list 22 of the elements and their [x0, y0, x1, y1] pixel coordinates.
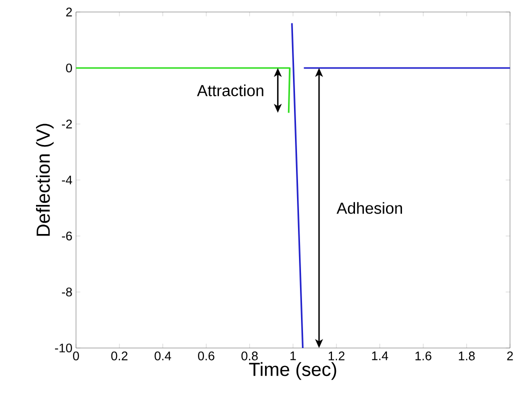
x-tick-label: 1.6: [416, 352, 432, 360]
x-tick-label: 0.8: [241, 352, 258, 360]
y-tick-label: -6: [62, 232, 72, 240]
x-tick-label: 1: [290, 352, 296, 360]
annotation: Attraction: [196, 84, 264, 96]
annotation: Adhesion: [336, 202, 402, 214]
x-tick-label: 1.4: [372, 352, 388, 360]
y-tick-label: -8: [62, 288, 72, 296]
x-tick-label: 1.2: [328, 352, 344, 360]
x-tick-label: 1.8: [458, 352, 475, 360]
y-tick-label: 2: [66, 8, 72, 16]
y-tick-label: 0: [66, 64, 72, 72]
x-axis-title: Time (sec): [249, 362, 336, 380]
x-tick-label: 0.4: [154, 352, 172, 360]
y-tick-label: -10: [55, 344, 72, 352]
y-tick-label: -2: [62, 120, 72, 128]
y-axis-title: Deflection (V): [36, 124, 54, 236]
x-tick-label: 0.6: [198, 352, 214, 360]
y-tick-label: -4: [62, 176, 72, 184]
x-tick-label: 0: [73, 352, 79, 360]
x-tick-label: 2: [507, 352, 513, 360]
x-tick-label: 0.2: [111, 352, 128, 360]
